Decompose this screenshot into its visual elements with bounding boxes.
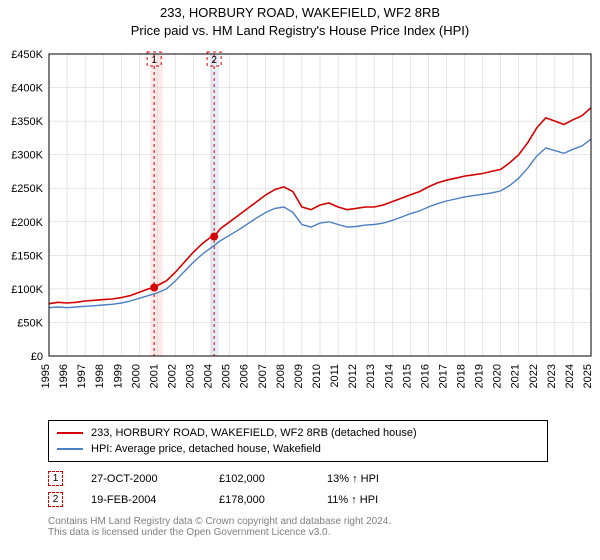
svg-text:2005: 2005 (221, 364, 233, 388)
event-date: 19-FEB-2004 (91, 494, 191, 506)
svg-text:£400K: £400K (11, 83, 43, 95)
svg-text:2002: 2002 (166, 364, 178, 388)
svg-text:£250K: £250K (11, 184, 43, 196)
svg-text:£0: £0 (31, 351, 43, 363)
svg-text:£100K: £100K (11, 284, 43, 296)
events-table: 1 27-OCT-2000 £102,000 13% ↑ HPI 2 19-FEB-200… (48, 468, 596, 510)
event-price: £102,000 (219, 473, 299, 485)
svg-text:2: 2 (211, 55, 217, 66)
svg-text:2010: 2010 (311, 364, 323, 388)
chart-title-block: 233, HORBURY ROAD, WAKEFIELD, WF2 8RB Pr… (4, 4, 596, 40)
svg-text:2007: 2007 (257, 364, 269, 388)
chart-container: £0 £50K £100K £150K £200K £250K £300K £350K £400… (5, 46, 595, 416)
event-marker: 2 (48, 492, 63, 507)
footer-line-2: This data is licensed under the Open Gov… (48, 527, 596, 538)
event-price: £178,000 (219, 494, 299, 506)
svg-text:1997: 1997 (76, 364, 88, 388)
svg-text:2019: 2019 (474, 364, 486, 388)
svg-text:2006: 2006 (239, 364, 251, 388)
legend-label: HPI: Average price, detached house, Wake… (91, 443, 321, 455)
event-row: 1 27-OCT-2000 £102,000 13% ↑ HPI (48, 468, 596, 489)
svg-text:2014: 2014 (383, 364, 395, 388)
svg-text:2009: 2009 (293, 364, 305, 388)
svg-text:2000: 2000 (130, 364, 142, 388)
svg-text:2016: 2016 (419, 364, 431, 388)
legend: 233, HORBURY ROAD, WAKEFIELD, WF2 8RB (d… (48, 420, 548, 462)
svg-text:£200K: £200K (11, 217, 43, 229)
footer-attribution: Contains HM Land Registry data © Crown c… (48, 516, 596, 538)
svg-text:2021: 2021 (510, 364, 522, 388)
svg-text:2004: 2004 (203, 364, 215, 388)
legend-row: 233, HORBURY ROAD, WAKEFIELD, WF2 8RB (d… (57, 425, 539, 441)
svg-text:2011: 2011 (329, 364, 341, 388)
svg-text:1996: 1996 (58, 364, 70, 388)
svg-text:£450K: £450K (11, 49, 43, 61)
svg-text:2023: 2023 (546, 364, 558, 388)
svg-text:£150K: £150K (11, 251, 43, 263)
svg-text:2025: 2025 (582, 364, 594, 388)
title-line-2: Price paid vs. HM Land Registry's House … (4, 22, 596, 40)
line-chart-svg: £0 £50K £100K £150K £200K £250K £300K £350K £400… (5, 46, 595, 416)
svg-text:£50K: £50K (17, 318, 43, 330)
svg-text:2020: 2020 (492, 364, 504, 388)
svg-text:£350K: £350K (11, 116, 43, 128)
svg-text:2003: 2003 (185, 364, 197, 388)
svg-text:1995: 1995 (40, 364, 52, 388)
event-row: 2 19-FEB-2004 £178,000 11% ↑ HPI (48, 489, 596, 510)
svg-text:2018: 2018 (456, 364, 468, 388)
event-marker: 1 (48, 471, 63, 486)
legend-swatch (57, 448, 83, 450)
svg-text:2013: 2013 (365, 364, 377, 388)
svg-text:2012: 2012 (347, 364, 359, 388)
svg-text:1999: 1999 (112, 364, 124, 388)
svg-text:2022: 2022 (528, 364, 540, 388)
svg-text:1998: 1998 (94, 364, 106, 388)
legend-row: HPI: Average price, detached house, Wake… (57, 441, 539, 457)
legend-label: 233, HORBURY ROAD, WAKEFIELD, WF2 8RB (d… (91, 427, 417, 439)
svg-text:2017: 2017 (437, 364, 449, 388)
event-hpi: 11% ↑ HPI (327, 494, 378, 506)
event-hpi: 13% ↑ HPI (327, 473, 379, 485)
svg-text:2008: 2008 (275, 364, 287, 388)
footer-line-1: Contains HM Land Registry data © Crown c… (48, 516, 596, 527)
svg-text:1: 1 (151, 55, 157, 66)
event-date: 27-OCT-2000 (91, 473, 191, 485)
svg-text:2015: 2015 (401, 364, 413, 388)
svg-text:£300K: £300K (11, 150, 43, 162)
svg-text:2001: 2001 (148, 364, 160, 388)
legend-swatch (57, 432, 83, 434)
title-line-1: 233, HORBURY ROAD, WAKEFIELD, WF2 8RB (4, 4, 596, 22)
svg-text:2024: 2024 (564, 364, 576, 388)
